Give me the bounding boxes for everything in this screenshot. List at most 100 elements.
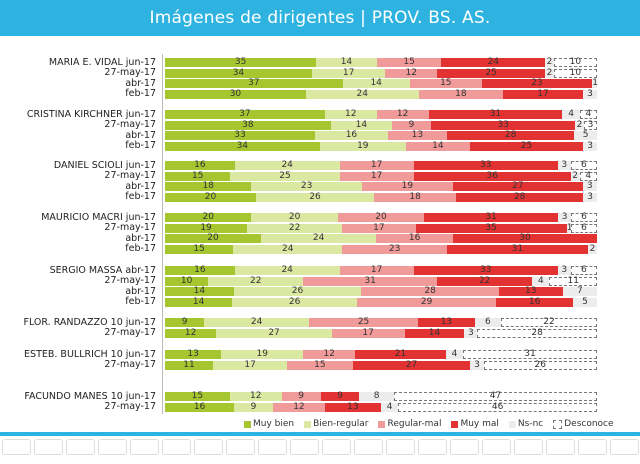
legend-label: Regular-mal	[387, 419, 442, 429]
bar-ns-nc: 8	[359, 392, 394, 401]
footer-divider	[0, 432, 640, 436]
bar-muy-bien: 33	[165, 131, 316, 140]
chart-title: Imágenes de dirigentes | PROV. BS. AS.	[0, 0, 640, 36]
row-label: 27-may-17	[104, 170, 156, 181]
bar-regular-mal: 17	[339, 266, 414, 275]
footer-tab-decoration	[34, 439, 63, 455]
bar-regular-mal: 15	[409, 79, 482, 88]
bar-ns-nc: 5	[573, 297, 597, 307]
bar-desconoce: 11	[549, 276, 597, 286]
bar-desconoce: 6	[571, 223, 597, 233]
bar-muy-mal: 35	[415, 223, 567, 233]
bar-regular-mal: 14	[406, 141, 470, 151]
bar-desconoce: 6	[570, 266, 597, 275]
bar-muy-bien: 20	[165, 213, 252, 222]
bar-ns-nc: 4	[562, 110, 580, 119]
bar-muy-bien: 34	[165, 141, 320, 151]
bar-ns-nc: 3	[583, 141, 597, 151]
bar-muy-mal: 31	[428, 110, 563, 119]
bar-ns-nc: 5	[574, 131, 597, 140]
bar-muy-mal: 28	[446, 131, 575, 140]
bar-bien-regular: 12	[229, 392, 282, 401]
bar-desconoce: 22	[501, 318, 597, 327]
legend-label: Bien-regular	[313, 419, 369, 429]
bar-muy-bien: 37	[165, 110, 325, 119]
bar-ns-nc: 1	[592, 78, 598, 88]
bar-bien-regular: 24	[261, 234, 377, 243]
legend-item-ns-nc: Ns-nc	[508, 419, 543, 429]
footer-tab-decoration	[130, 439, 159, 455]
row-label: 27-may-17	[104, 327, 156, 338]
footer-tab-decoration	[66, 439, 95, 455]
bar-bien-regular: 26	[232, 297, 357, 307]
row-label: 27-may-17	[104, 67, 156, 78]
bar-regular-mal: 18	[374, 192, 457, 202]
row-label: abr-17	[125, 77, 156, 89]
bar-muy-bien: 38	[165, 120, 331, 130]
footer-tab-decoration	[194, 439, 223, 455]
bar-ns-nc: 2	[545, 67, 554, 78]
bar-muy-mal: 31	[424, 213, 559, 222]
row-label: feb-17	[125, 296, 156, 307]
legend: Muy bien Bien-regular Regular-mal Muy mal Ns…	[244, 419, 614, 429]
footer-tab-decoration	[226, 439, 255, 455]
bar-muy-mal: 33	[431, 120, 576, 130]
bar-muy-mal: 21	[355, 350, 446, 359]
bar-muy-bien: 10	[165, 276, 209, 286]
row-label: feb-17	[125, 140, 156, 151]
bar-ns-nc: 3	[582, 89, 597, 99]
bar-muy-mal: 23	[481, 79, 593, 88]
bar-desconoce: 6	[571, 213, 597, 222]
bar-muy-mal: 24	[441, 58, 546, 67]
bar-ns-nc: 3	[582, 182, 597, 191]
bar-bien-regular: 17	[213, 360, 288, 370]
bar-muy-mal: 30	[453, 234, 597, 243]
category-axis-line	[162, 54, 163, 414]
bar-muy-bien: 35	[165, 58, 317, 67]
legend-item-muy-mal: Muy mal	[451, 419, 499, 429]
bar-muy-bien: 20	[165, 192, 256, 202]
row-label: feb-17	[125, 191, 156, 202]
bar-muy-mal: 33	[413, 161, 558, 170]
row-label: DANIEL SCIOLI jun-17	[53, 159, 156, 171]
row-label: feb-17	[125, 243, 156, 254]
bar-muy-bien: 11	[165, 360, 213, 370]
bar-muy-bien: 14	[165, 297, 233, 307]
bar-muy-mal: 36	[413, 171, 571, 181]
bar-muy-mal: 22	[437, 276, 533, 286]
row-label: abr-17	[125, 232, 156, 244]
bar-muy-bien: 15	[165, 171, 231, 181]
bar-ns-nc: 2	[545, 57, 554, 67]
footer-tab-decoration	[98, 439, 127, 455]
footer-pattern	[0, 437, 640, 464]
bar-regular-mal: 12	[376, 110, 429, 119]
bar-muy-bien: 12	[165, 328, 217, 338]
footer-tab-decoration	[2, 439, 31, 455]
bar-muy-mal: 27	[352, 360, 471, 370]
legend-label: Muy bien	[253, 419, 295, 429]
bar-ns-nc: 4	[445, 350, 464, 359]
bar-desconoce: 31	[463, 350, 597, 359]
bar-regular-mal: 25	[309, 318, 419, 327]
bar-bien-regular: 19	[319, 141, 406, 151]
bar-desconoce: 47	[393, 392, 597, 401]
row-label: SERGIO MASSA abr-17	[49, 264, 156, 276]
bar-ns-nc: 3	[464, 328, 478, 338]
bar-ns-nc: 3	[557, 266, 571, 275]
row-label: 27-may-17	[104, 401, 156, 412]
bar-regular-mal: 12	[273, 402, 325, 412]
bar-regular-mal: 19	[361, 182, 453, 191]
legend-item-bien-regular: Bien-regular	[304, 419, 368, 429]
bar-bien-regular: 9	[234, 402, 273, 412]
bar-bien-regular: 24	[234, 161, 340, 170]
bar-regular-mal: 31	[303, 276, 438, 286]
footer-tab-decoration	[258, 439, 287, 455]
row-label: abr-17	[125, 285, 156, 297]
bar-muy-bien: 18	[165, 182, 252, 191]
legend-swatch	[451, 420, 459, 428]
bar-muy-mal: 13	[418, 318, 475, 327]
footer-tab-decoration	[546, 439, 575, 455]
bar-bien-regular: 14	[342, 79, 410, 88]
bar-muy-mal: 13	[498, 287, 563, 296]
bar-ns-nc: 4	[381, 402, 399, 412]
